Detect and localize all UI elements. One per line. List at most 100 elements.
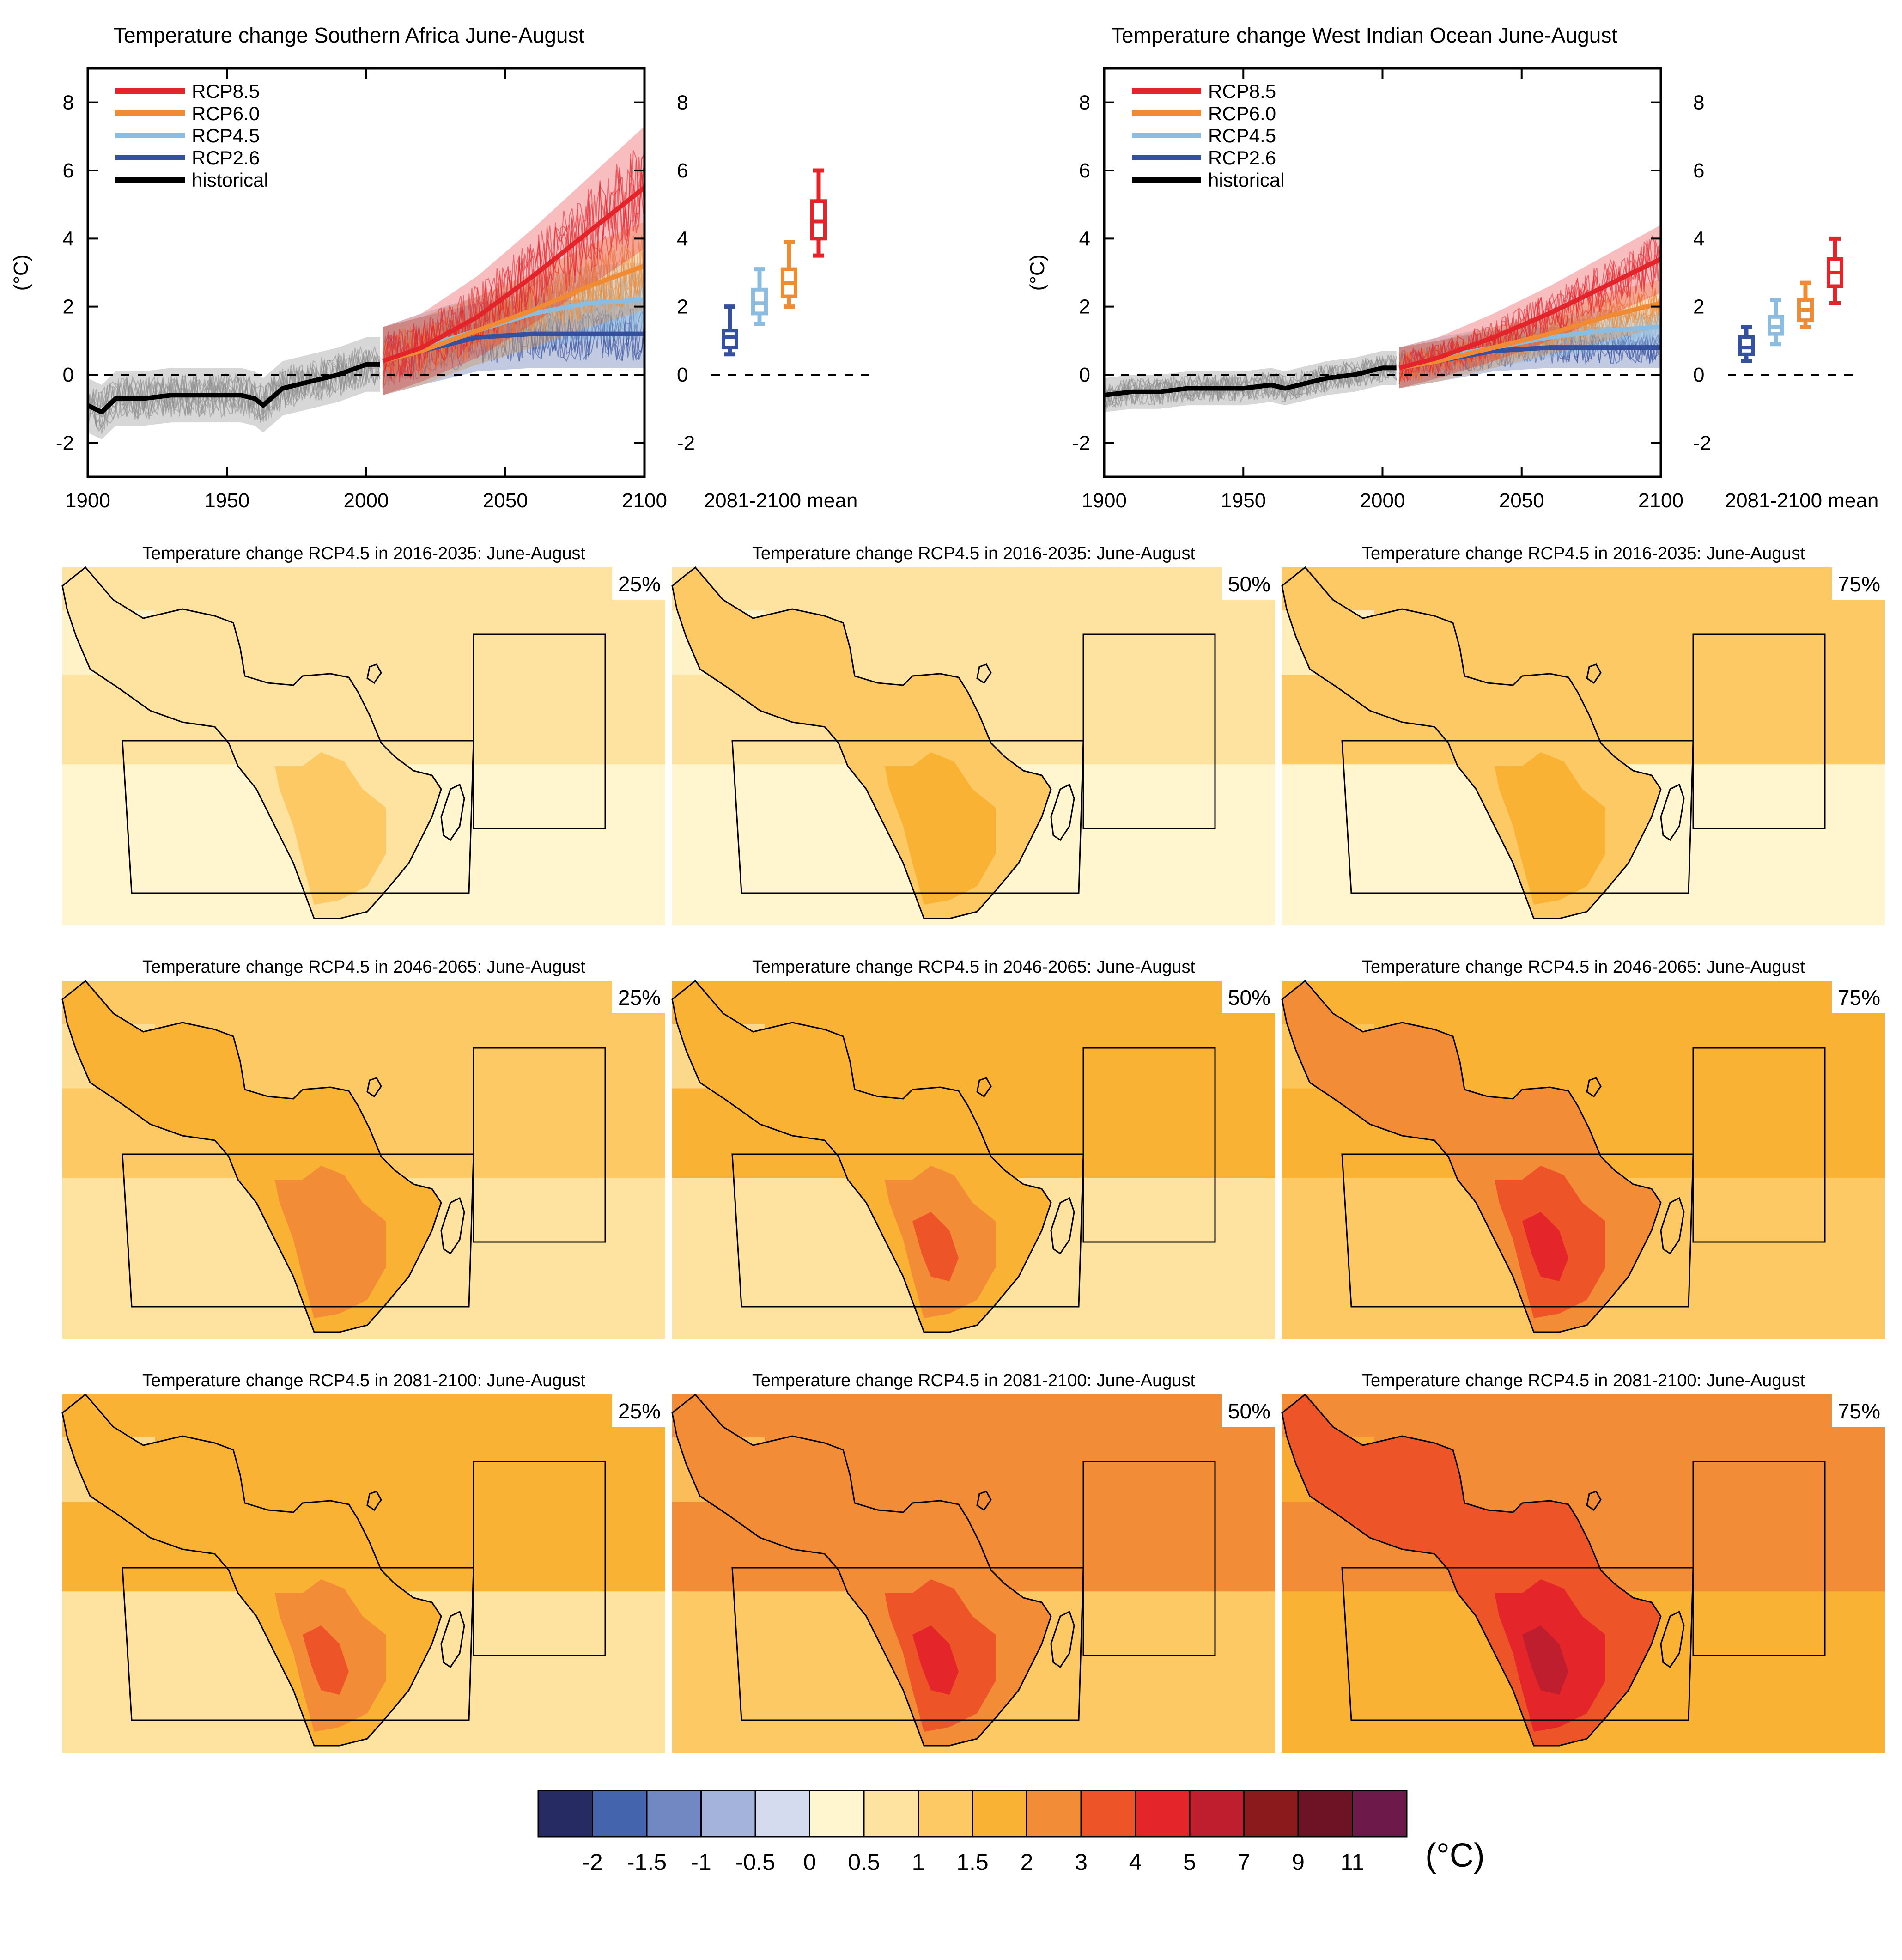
coastline [1281,980,1662,1333]
colorbar-swatch [918,1790,973,1838]
region-box-west-indian-ocean [473,1047,606,1243]
y-tick-label-right: 2 [1693,296,1704,318]
percentile-label-bg [612,567,665,600]
ensemble-member-line [1104,358,1397,408]
map-warm-field [885,752,996,905]
map-panel: 50% Temperature change RCP4.5 in 2046-206… [671,957,1275,1339]
map-warm-field [275,752,386,905]
region-box-west-indian-ocean [1692,1047,1826,1243]
colorbar-swatch [1080,1790,1136,1838]
boxplots [722,168,827,357]
legend-label: historical [1208,169,1285,191]
series-mean-line [382,185,644,364]
y-tick-label: 6 [63,159,74,182]
y-tick-label: 4 [63,227,74,250]
y-tick-label: 0 [63,364,74,386]
boxplot-label: 2081-2100 mean [1725,489,1879,512]
region-box-southern-africa [731,1153,1084,1308]
x-tick-label: 1900 [1082,489,1127,512]
map-warm-field [275,1166,386,1318]
region-box-southern-africa [1341,740,1694,894]
y-tick-label-right: 0 [1693,364,1704,386]
colorbar-tick-label: -0.5 [735,1849,775,1875]
y-tick-label-right: 6 [1693,159,1704,182]
legend: RCP8.5 RCP6.0 RCP4.5 RCP2.6 historical [1132,80,1285,191]
legend-label: historical [192,169,268,191]
map-core-field [303,1625,349,1695]
coastline-madagascar [440,1610,465,1668]
legend: RCP8.5 RCP6.0 RCP4.5 RCP2.6 historical [115,80,268,191]
percentile-label-bg [1222,1394,1275,1427]
percentile-label: 25% [618,572,661,596]
map-title: Temperature change RCP4.5 in 2016-2035: … [142,544,585,563]
legend-label: RCP8.5 [1208,80,1276,102]
y-tick-label-right: 8 [677,91,688,114]
y-tick-label: 2 [63,296,74,318]
x-tick-label: 1900 [65,489,110,512]
percentile-label-bg [1222,981,1275,1013]
series-lines [88,185,644,414]
ensemble-spread [88,126,644,439]
lake-outline [1586,663,1602,684]
coastline-madagascar [1050,1197,1075,1255]
region-box-west-indian-ocean [1692,633,1826,829]
y-axis-label: (°C) [1026,255,1049,291]
y-tick-label: 6 [1079,159,1090,182]
region-box-southern-africa [1341,1567,1694,1721]
colorbar-swatch [700,1790,756,1838]
coastline [671,1393,1052,1747]
map-title: Temperature change RCP4.5 in 2016-2035: … [752,544,1195,563]
y-tick-label: 4 [1079,227,1090,250]
coastline [1281,1393,1662,1747]
colorbar-unit: (°C) [1425,1837,1485,1874]
y-tick-label: 8 [1079,91,1090,114]
timeseries-southern-africa: Temperature change Southern Africa June-… [10,23,869,512]
colorbar-tick-label: -2 [582,1849,602,1875]
series-lines [1104,257,1661,398]
series-mean-line [1398,257,1661,371]
map-warm-field [1495,752,1605,905]
region-box-west-indian-ocean [1082,633,1216,829]
colorbar-tick-label: 1.5 [956,1849,989,1875]
lake-outline [1586,1077,1602,1098]
percentile-label-bg [1832,567,1885,600]
region-box-southern-africa [122,1567,474,1721]
colorbar-swatch [1135,1790,1191,1838]
x-tick-label: 2100 [1638,489,1683,512]
legend-label: RCP8.5 [192,80,260,102]
colorbar-swatch [1026,1790,1082,1838]
percentile-label-bg [612,981,665,1013]
map-title: Temperature change RCP4.5 in 2046-2065: … [752,957,1195,977]
coastline [671,566,1052,919]
map-title: Temperature change RCP4.5 in 2081-2100: … [1362,1371,1805,1390]
legend-label: RCP4.5 [192,125,260,146]
percentile-label: 25% [618,986,661,1010]
colorbar-tick-label: 9 [1292,1849,1305,1875]
legend-label: RCP6.0 [1208,103,1276,124]
y-tick-label-right: 6 [677,159,688,182]
series-mean-line [1398,301,1661,371]
coastline-madagascar [1050,783,1075,841]
percentile-label: 75% [1838,1399,1880,1423]
region-box-southern-africa [731,1567,1084,1721]
coastline-madagascar [440,783,465,841]
x-tick-label: 2050 [1499,489,1544,512]
map-panel: 50% Temperature change RCP4.5 in 2081-210… [671,1371,1275,1753]
x-tick-label: 2000 [344,489,389,512]
map-grid: 25% Temperature change RCP4.5 in 2016-203… [61,544,1885,1753]
y-tick-label-right: 2 [677,296,688,318]
colorbar-swatch [1297,1790,1353,1838]
x-tick-label: 1950 [204,489,249,512]
colorbar-tick-label: 3 [1075,1849,1088,1875]
axes: 1900 1950 2000 2050 2100 -2 -2 0 0 2 2 4 4 6 6 8 8 [56,68,695,512]
map-panel: 50% Temperature change RCP4.5 in 2016-203… [671,544,1275,925]
coastline-madagascar [1660,1197,1685,1255]
colorbar-tick-label: 4 [1129,1849,1142,1875]
colorbar-tick-label: 0 [803,1849,816,1875]
lake-outline [976,1077,992,1098]
colorbar-swatch [592,1790,648,1838]
legend-label: RCP6.0 [192,103,260,124]
lake-outline [1586,1491,1602,1511]
timeseries-west-indian-ocean: Temperature change West Indian Ocean Jun… [1026,23,1878,512]
colorbar-tick-label: 0.5 [848,1849,880,1875]
